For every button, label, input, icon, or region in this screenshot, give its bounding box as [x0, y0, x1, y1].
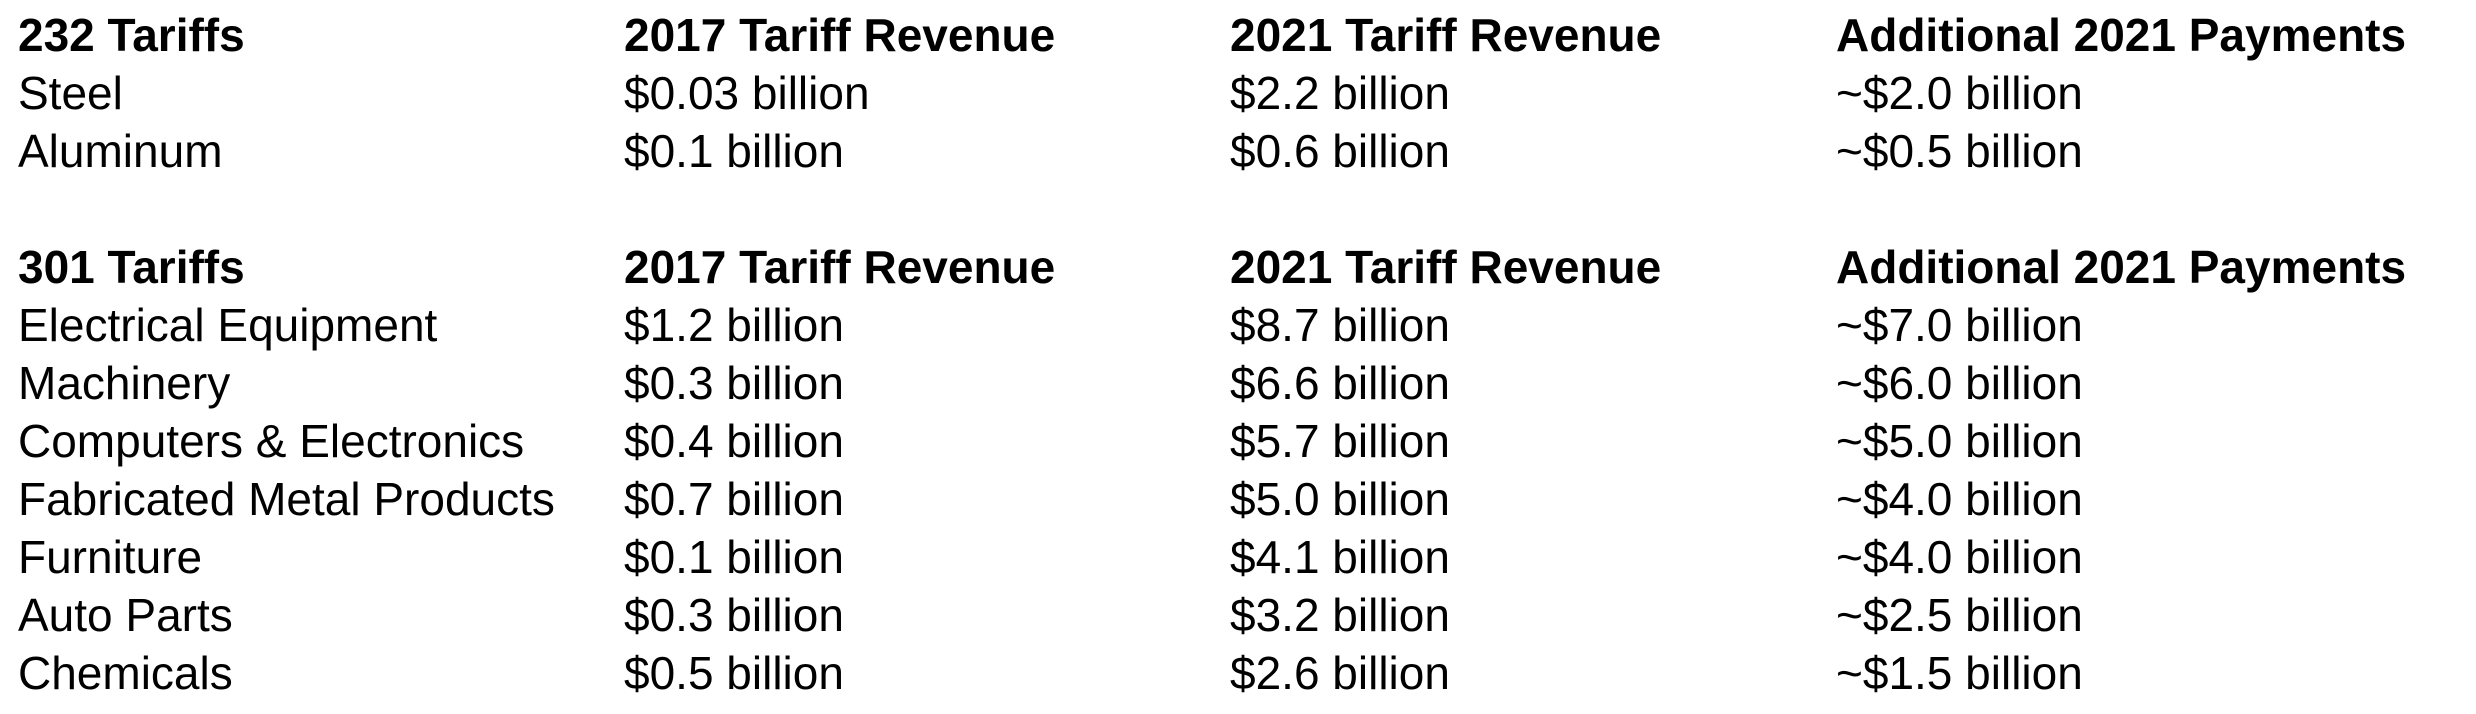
revenue-2021-cell: $5.0 billion [1230, 473, 1450, 525]
section-301-tariffs: 301 Tariffs 2017 Tariff Revenue 2021 Tar… [18, 238, 2456, 702]
table-row: Steel $0.03 billion $2.2 billion ~$2.0 b… [18, 64, 2456, 122]
category-cell: Chemicals [18, 647, 233, 699]
table-row: Computers & Electronics $0.4 billion $5.… [18, 412, 2456, 470]
category-cell: Fabricated Metal Products [18, 473, 555, 525]
revenue-2021-cell: $3.2 billion [1230, 589, 1450, 641]
additional-payments-cell: ~$5.0 billion [1836, 415, 2083, 467]
category-cell: Electrical Equipment [18, 299, 438, 351]
column-header-category: 301 Tariffs [18, 241, 245, 293]
revenue-2017-cell: $0.3 billion [624, 357, 844, 409]
category-cell: Steel [18, 67, 123, 119]
table-row: Fabricated Metal Products $0.7 billion $… [18, 470, 2456, 528]
revenue-2017-cell: $0.7 billion [624, 473, 844, 525]
column-header-category: 232 Tariffs [18, 9, 245, 61]
revenue-2021-cell: $4.1 billion [1230, 531, 1450, 583]
revenue-2017-cell: $0.5 billion [624, 647, 844, 699]
tariff-table: 232 Tariffs 2017 Tariff Revenue 2021 Tar… [18, 6, 2456, 702]
additional-payments-cell: ~$6.0 billion [1836, 357, 2083, 409]
table-row: Aluminum $0.1 billion $0.6 billion ~$0.5… [18, 122, 2456, 180]
column-header-2021-revenue: 2021 Tariff Revenue [1230, 241, 1662, 293]
additional-payments-cell: ~$1.5 billion [1836, 647, 2083, 699]
additional-payments-cell: ~$2.0 billion [1836, 67, 2083, 119]
revenue-2021-cell: $2.6 billion [1230, 647, 1450, 699]
column-header-2021-revenue: 2021 Tariff Revenue [1230, 9, 1662, 61]
category-cell: Aluminum [18, 125, 223, 177]
column-header-additional-payments: Additional 2021 Payments [1836, 241, 2407, 293]
revenue-2017-cell: $1.2 billion [624, 299, 844, 351]
section-header-row: 301 Tariffs 2017 Tariff Revenue 2021 Tar… [18, 238, 2456, 296]
table-row: Electrical Equipment $1.2 billion $8.7 b… [18, 296, 2456, 354]
category-cell: Furniture [18, 531, 203, 583]
additional-payments-cell: ~$4.0 billion [1836, 531, 2083, 583]
table-row: Chemicals $0.5 billion $2.6 billion ~$1.… [18, 644, 2456, 702]
category-cell: Machinery [18, 357, 231, 409]
additional-payments-cell: ~$2.5 billion [1836, 589, 2083, 641]
additional-payments-cell: ~$4.0 billion [1836, 473, 2083, 525]
revenue-2021-cell: $5.7 billion [1230, 415, 1450, 467]
table-row: Machinery $0.3 billion $6.6 billion ~$6.… [18, 354, 2456, 412]
revenue-2021-cell: $2.2 billion [1230, 67, 1450, 119]
revenue-2021-cell: $0.6 billion [1230, 125, 1450, 177]
category-cell: Computers & Electronics [18, 415, 525, 467]
revenue-2017-cell: $0.1 billion [624, 125, 844, 177]
revenue-2017-cell: $0.3 billion [624, 589, 844, 641]
column-header-2017-revenue: 2017 Tariff Revenue [624, 241, 1056, 293]
additional-payments-cell: ~$0.5 billion [1836, 125, 2083, 177]
column-header-2017-revenue: 2017 Tariff Revenue [624, 9, 1056, 61]
revenue-2017-cell: $0.03 billion [624, 67, 870, 119]
category-cell: Auto Parts [18, 589, 233, 641]
revenue-2021-cell: $6.6 billion [1230, 357, 1450, 409]
revenue-2017-cell: $0.4 billion [624, 415, 844, 467]
section-232-tariffs: 232 Tariffs 2017 Tariff Revenue 2021 Tar… [18, 6, 2456, 180]
column-header-additional-payments: Additional 2021 Payments [1836, 9, 2407, 61]
table-row: Furniture $0.1 billion $4.1 billion ~$4.… [18, 528, 2456, 586]
additional-payments-cell: ~$7.0 billion [1836, 299, 2083, 351]
table-row: Auto Parts $0.3 billion $3.2 billion ~$2… [18, 586, 2456, 644]
revenue-2021-cell: $8.7 billion [1230, 299, 1450, 351]
section-header-row: 232 Tariffs 2017 Tariff Revenue 2021 Tar… [18, 6, 2456, 64]
revenue-2017-cell: $0.1 billion [624, 531, 844, 583]
